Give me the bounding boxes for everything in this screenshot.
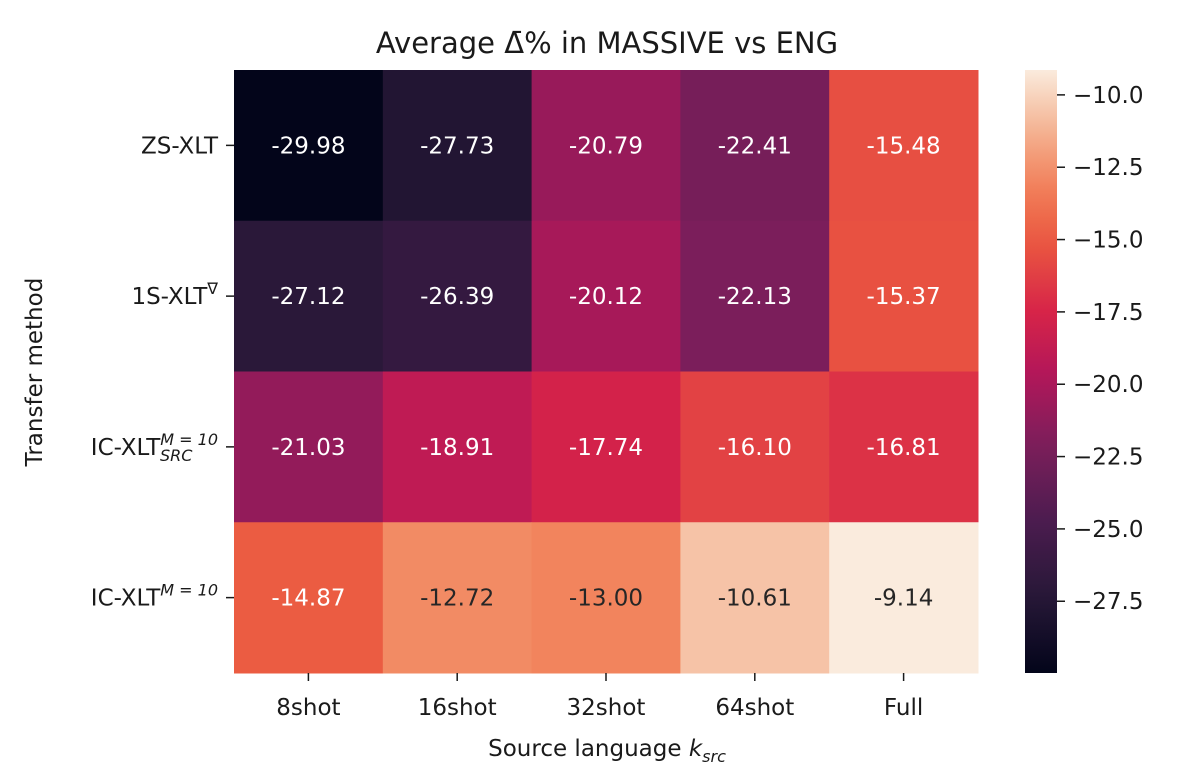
heatmap-cell bbox=[382, 220, 533, 372]
heatmap-cell bbox=[531, 220, 681, 372]
cell-value-label: -15.48 bbox=[867, 133, 941, 159]
heatmap-cell bbox=[829, 371, 979, 523]
heatmap-cell bbox=[680, 522, 830, 674]
colorbar-tick-label: −12.5 bbox=[1073, 155, 1143, 181]
heatmap-cell bbox=[531, 371, 681, 523]
heatmap-cell bbox=[829, 70, 979, 222]
colorbar bbox=[1025, 70, 1057, 673]
heatmap-cell bbox=[234, 371, 384, 523]
chart-title-delta: Δ̄ bbox=[504, 26, 524, 60]
cell-value-label: -13.00 bbox=[569, 586, 643, 612]
cell-value-label: -26.39 bbox=[420, 284, 494, 310]
heatmap-cell bbox=[680, 220, 830, 372]
x-axis-label: Source language ksrc bbox=[488, 736, 726, 766]
y-tick-label: IC-XLTM = 10 bbox=[91, 581, 218, 612]
heatmap-cells bbox=[234, 70, 979, 674]
colorbar-tick-label: −15.0 bbox=[1073, 228, 1143, 254]
y-tick-label: 1S-XLT∇ bbox=[131, 279, 218, 310]
cell-value-label: -16.10 bbox=[718, 435, 792, 461]
cell-value-label: -14.87 bbox=[271, 586, 345, 612]
x-tick-label: 16shot bbox=[418, 695, 497, 721]
chart-title-pre: Average bbox=[376, 26, 504, 60]
colorbar-tick-label: −20.0 bbox=[1073, 372, 1143, 398]
cell-value-label: -15.37 bbox=[867, 284, 941, 310]
heatmap-cell-labels: -29.98 -27.73 -20.79 -22.41 -15.48 -27.12 -26.… bbox=[271, 133, 940, 611]
x-axis-ticks: 8shot 16shot 32shot 64shot Full bbox=[276, 673, 923, 721]
heatmap-cell bbox=[829, 522, 979, 674]
cell-value-label: -27.73 bbox=[420, 133, 494, 159]
cell-value-label: -12.72 bbox=[420, 586, 494, 612]
heatmap-cell bbox=[680, 371, 830, 523]
cell-value-label: -27.12 bbox=[271, 284, 345, 310]
heatmap-cell bbox=[531, 522, 681, 674]
colorbar-tick-label: −17.5 bbox=[1073, 300, 1143, 326]
heatmap-cell bbox=[531, 70, 681, 222]
cell-value-label: -29.98 bbox=[271, 133, 345, 159]
colorbar-tick-label: −27.5 bbox=[1073, 589, 1143, 615]
cell-value-label: -18.91 bbox=[420, 435, 494, 461]
heatmap-cell bbox=[382, 522, 533, 674]
cell-value-label: -22.41 bbox=[718, 133, 792, 159]
heatmap-cell bbox=[234, 522, 384, 674]
heatmap-cell bbox=[234, 220, 384, 372]
heatmap-cell bbox=[382, 371, 533, 523]
cell-value-label: -16.81 bbox=[867, 435, 941, 461]
heatmap-cell bbox=[680, 70, 830, 222]
colorbar-ticks: −10.0 −12.5 −15.0 −17.5 −20.0 −22.5 −25.0 −27.5 bbox=[1057, 83, 1143, 615]
cell-value-label: -20.79 bbox=[569, 133, 643, 159]
x-tick-label: 32shot bbox=[567, 695, 646, 721]
colorbar-tick-label: −25.0 bbox=[1073, 517, 1143, 543]
x-tick-label: 64shot bbox=[715, 695, 794, 721]
cell-value-label: -17.74 bbox=[569, 435, 643, 461]
x-tick-label: Full bbox=[884, 695, 923, 721]
cell-value-label: -21.03 bbox=[271, 435, 345, 461]
cell-value-label: -10.61 bbox=[718, 586, 792, 612]
cell-value-label: -9.14 bbox=[874, 586, 934, 612]
x-tick-label: 8shot bbox=[276, 695, 340, 721]
colorbar-tick-label: −10.0 bbox=[1073, 83, 1143, 109]
cell-value-label: -20.12 bbox=[569, 284, 643, 310]
heatmap-cell bbox=[382, 70, 533, 222]
heatmap-cell bbox=[829, 220, 979, 372]
cell-value-label: -22.13 bbox=[718, 284, 792, 310]
chart-title: Average Δ̄% in MASSIVE vs ENG bbox=[376, 26, 838, 60]
heatmap-cell bbox=[234, 70, 384, 222]
chart-title-post: % in MASSIVE vs ENG bbox=[524, 26, 838, 60]
y-axis-label: Transfer method bbox=[22, 278, 48, 468]
colorbar-tick-label: −22.5 bbox=[1073, 445, 1143, 471]
y-tick-label: ZS-XLT bbox=[141, 133, 219, 159]
